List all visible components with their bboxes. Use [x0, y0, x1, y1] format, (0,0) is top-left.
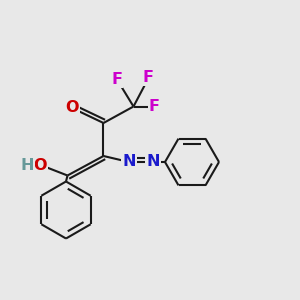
- Text: N: N: [122, 154, 136, 169]
- Text: F: F: [143, 70, 154, 86]
- Text: O: O: [65, 100, 79, 116]
- Text: H: H: [20, 158, 34, 172]
- Text: F: F: [112, 72, 122, 87]
- Text: O: O: [34, 158, 47, 172]
- Text: N: N: [146, 154, 160, 169]
- Text: F: F: [149, 99, 160, 114]
